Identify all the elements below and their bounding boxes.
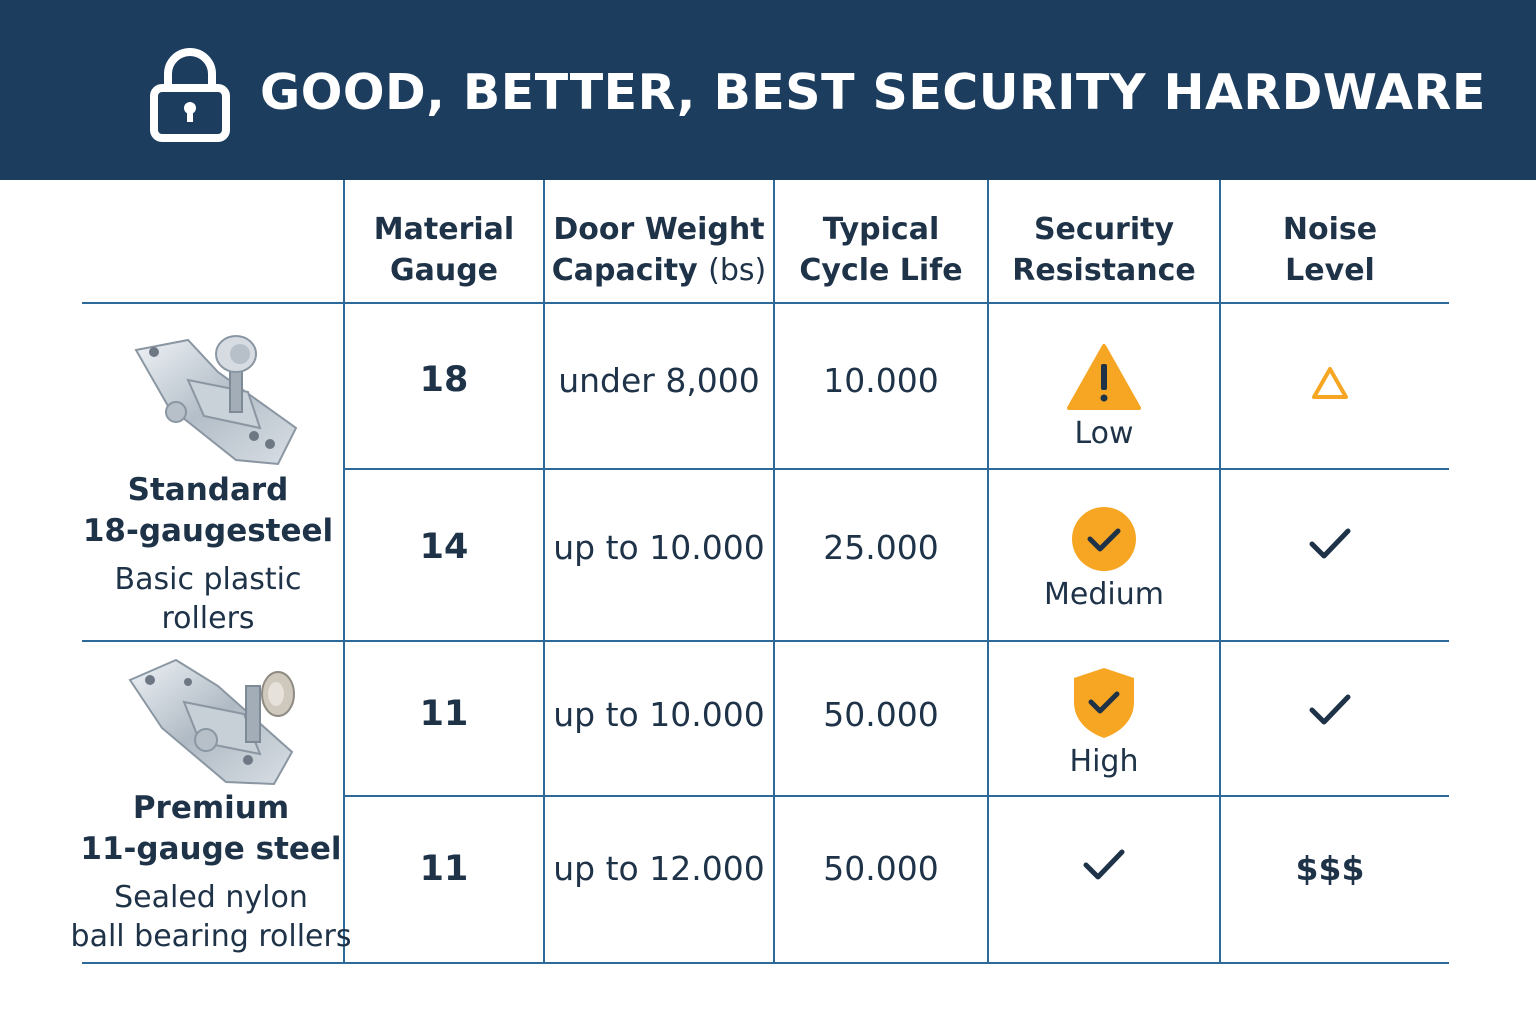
check-icon bbox=[1309, 694, 1351, 725]
tier-premium: Premium 11-gauge steel Sealed nylon ball… bbox=[70, 788, 352, 956]
column-header-security-resistance: Security Resistance bbox=[1012, 212, 1196, 288]
row2-weight-capacity: up to 10.000 bbox=[553, 527, 765, 567]
premium-hinge-image bbox=[128, 658, 295, 786]
tier-standard-description: Basic plastic rollers bbox=[114, 562, 302, 636]
column-header-noise-level: Noise Level bbox=[1282, 212, 1378, 288]
row4-gauge: 11 bbox=[419, 848, 469, 889]
row4-weight-capacity: up to 12.000 bbox=[553, 849, 765, 888]
row1-gauge: 18 bbox=[419, 360, 469, 400]
row1-security-resistance: Low bbox=[988, 342, 1220, 451]
check-icon bbox=[1309, 528, 1351, 559]
row1-noise-level bbox=[1220, 303, 1440, 463]
check-shield-icon bbox=[1074, 668, 1134, 738]
page-title: GOOD, BETTER, BEST SECURITY HARDWARE bbox=[260, 64, 1486, 121]
row2-security-resistance: Medium bbox=[988, 505, 1220, 612]
check-icon bbox=[1083, 849, 1125, 879]
column-header-cycle-life: Typical Cycle Life bbox=[799, 212, 963, 288]
tier-standard-name: Standard 18-gaugesteel bbox=[82, 472, 334, 549]
row4-noise-level: $$$ bbox=[1295, 849, 1365, 888]
row4-cycle-life: 50.000 bbox=[823, 849, 939, 888]
row3-noise-level bbox=[1220, 641, 1440, 779]
security-label: Medium bbox=[1044, 577, 1164, 612]
header-banner: GOOD, BETTER, BEST SECURITY HARDWARE bbox=[0, 0, 1536, 180]
row3-cycle-life: 50.000 bbox=[823, 694, 939, 734]
tier-standard: Standard 18-gaugesteel Basic plastic rol… bbox=[82, 470, 334, 638]
row2-gauge: 14 bbox=[419, 527, 469, 567]
row3-weight-capacity: up to 10.000 bbox=[553, 694, 765, 734]
standard-hinge-image bbox=[134, 335, 298, 466]
row3-security-resistance: High bbox=[988, 666, 1220, 779]
row1-cycle-life: 10.000 bbox=[823, 360, 939, 400]
tier-premium-description: Sealed nylon ball bearing rollers bbox=[70, 880, 352, 954]
triangle-outline-icon bbox=[1312, 367, 1348, 399]
row1-weight-capacity: under 8,000 bbox=[558, 360, 760, 400]
security-label: Low bbox=[1074, 416, 1134, 451]
check-circle-icon bbox=[1072, 507, 1136, 571]
row4-security-resistance bbox=[988, 796, 1220, 933]
column-header-material-gauge: Material Gauge bbox=[373, 212, 515, 288]
tier-premium-name: Premium 11-gauge steel bbox=[80, 790, 342, 867]
lock-icon bbox=[150, 48, 230, 142]
row2-cycle-life: 25.000 bbox=[823, 527, 939, 567]
column-header-door-weight: Door Weight Capacity (bs) bbox=[551, 212, 767, 288]
security-label: High bbox=[1069, 744, 1139, 779]
warning-triangle-icon bbox=[1067, 344, 1141, 410]
row2-noise-level bbox=[1220, 469, 1440, 619]
row3-gauge: 11 bbox=[419, 694, 469, 734]
